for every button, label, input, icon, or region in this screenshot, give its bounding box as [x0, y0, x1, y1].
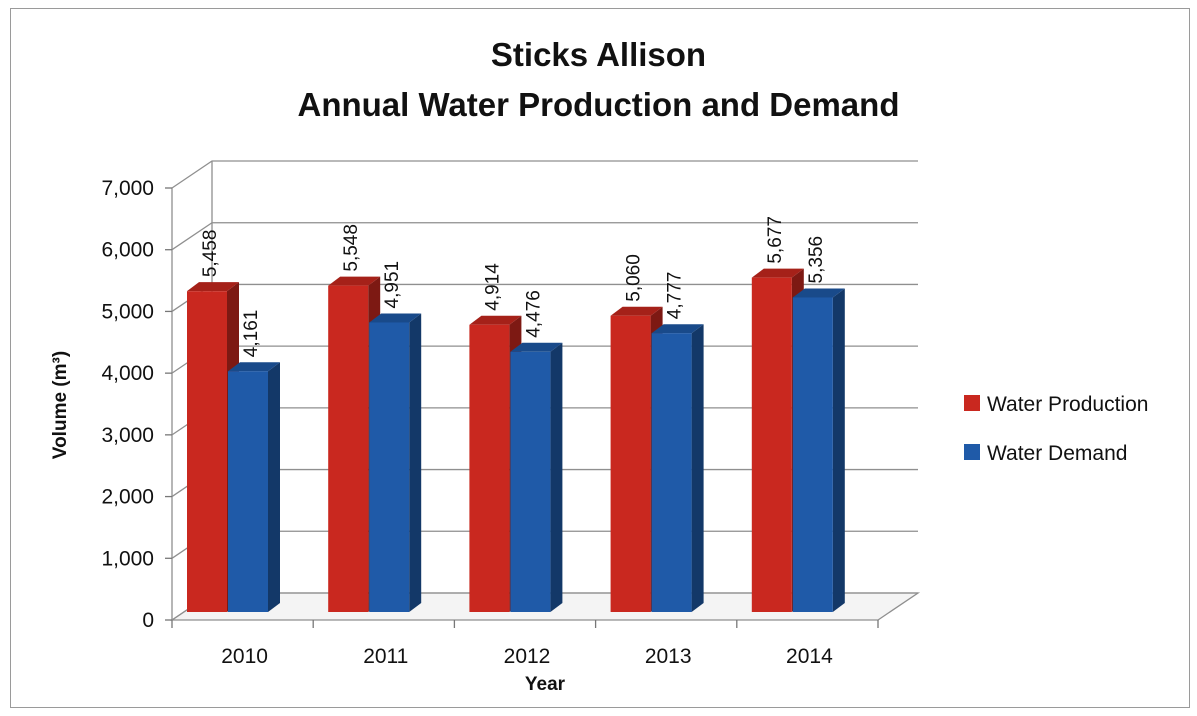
data-label: 5,356 [806, 236, 827, 284]
chart-title-line-2: Annual Water Production and Demand [297, 86, 900, 123]
bar-water-production [469, 324, 510, 612]
legend: Water Production Water Demand [964, 393, 1148, 465]
x-tick-label: 2014 [786, 645, 833, 668]
data-label: 4,161 [241, 310, 262, 358]
legend-label: Water Production [987, 393, 1148, 416]
x-axis-ticks: 2010 2011 2012 2013 2014 [221, 645, 833, 668]
bar-side [268, 362, 280, 612]
chart-title-line-1: Sticks Allison [490, 36, 707, 73]
legend-label: Water Demand [987, 442, 1127, 465]
y-tick-label: 5,000 [101, 300, 154, 323]
data-label: 4,951 [382, 261, 403, 309]
bar-top [792, 288, 845, 298]
data-label: 5,677 [765, 216, 786, 264]
bar-top [469, 315, 522, 325]
y-tick-label: 3,000 [101, 424, 154, 447]
bar-water-production [187, 291, 227, 612]
x-tick-label: 2012 [504, 645, 551, 668]
data-label: 4,777 [665, 272, 686, 320]
bar-side [550, 342, 563, 612]
bars [187, 268, 845, 612]
bar-side [409, 313, 422, 612]
y-tick-label: 7,000 [101, 177, 154, 200]
bar-water-demand [651, 333, 692, 612]
bar-water-production [610, 315, 651, 612]
data-label: 5,458 [200, 230, 221, 278]
bar-water-production [328, 285, 369, 612]
x-tick-label: 2010 [221, 645, 268, 668]
bar-side [832, 288, 845, 612]
y-axis-ticks: 0 1,000 2,000 3,000 4,000 5,000 6,000 7,000 [101, 177, 154, 632]
x-tick-label: 2013 [645, 645, 692, 668]
data-label: 4,476 [523, 290, 544, 338]
y-tick-label: 4,000 [101, 362, 154, 385]
bar-side [691, 324, 704, 612]
x-axis-title: Year [525, 674, 566, 695]
bar-water-production [751, 277, 792, 612]
bar-water-demand [228, 371, 268, 612]
data-label: 5,060 [624, 254, 645, 302]
bar-top [228, 362, 280, 372]
y-tick-label: 2,000 [101, 486, 154, 509]
data-label: 5,548 [341, 224, 362, 272]
bar-top [187, 282, 239, 292]
legend-swatch [964, 444, 980, 460]
legend-swatch [964, 395, 980, 411]
bar-top [651, 324, 704, 334]
y-tick-label: 6,000 [101, 239, 154, 262]
data-label: 4,914 [482, 263, 503, 311]
x-tick-label: 2011 [363, 645, 408, 668]
y-tick-label: 1,000 [101, 547, 154, 570]
y-tick-label: 0 [142, 609, 154, 632]
bar-top [751, 268, 804, 278]
bar-top [510, 342, 563, 352]
bar-water-demand [369, 322, 410, 612]
bar-top [328, 276, 381, 286]
bar-top [610, 306, 663, 316]
bar-water-demand [510, 351, 551, 612]
data-labels: 5,458 4,161 5,548 4,951 4,914 4,476 5,060 4,777… [200, 216, 827, 357]
gridline [171, 222, 918, 251]
gridline [171, 160, 918, 189]
bar-top [369, 313, 422, 323]
bar-water-demand [792, 297, 833, 612]
y-axis-title: Volume (m³) [50, 351, 71, 459]
